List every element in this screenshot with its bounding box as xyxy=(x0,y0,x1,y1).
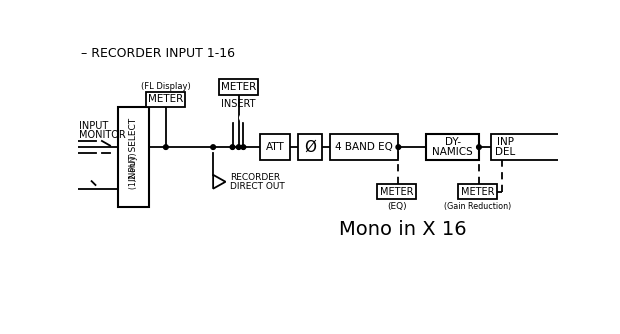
Text: METER: METER xyxy=(148,95,184,104)
Text: – RECORDER INPUT 1-16: – RECORDER INPUT 1-16 xyxy=(81,47,236,60)
Text: (EQ): (EQ) xyxy=(387,202,407,211)
Circle shape xyxy=(477,145,481,149)
Text: ATT: ATT xyxy=(266,142,285,152)
Text: Ø: Ø xyxy=(304,140,316,155)
Circle shape xyxy=(236,145,241,149)
Text: INPUT: INPUT xyxy=(79,121,108,131)
Text: NAMICS: NAMICS xyxy=(432,147,473,157)
Bar xyxy=(298,134,322,160)
Text: INSERT: INSERT xyxy=(221,99,255,109)
Circle shape xyxy=(97,151,102,156)
Text: (FL Display): (FL Display) xyxy=(141,82,191,91)
Bar xyxy=(458,184,497,199)
Text: (1,2 only): (1,2 only) xyxy=(129,153,138,189)
Circle shape xyxy=(240,114,247,121)
Bar xyxy=(146,92,185,107)
Text: Mono in X 16: Mono in X 16 xyxy=(339,220,467,239)
Bar xyxy=(378,184,416,199)
Text: METER: METER xyxy=(461,187,494,197)
Text: INPUT SELECT: INPUT SELECT xyxy=(129,118,138,181)
Text: DEL: DEL xyxy=(495,147,515,157)
Text: DY-: DY- xyxy=(445,138,461,148)
Circle shape xyxy=(211,145,216,149)
Bar xyxy=(118,107,149,207)
Circle shape xyxy=(396,145,401,149)
Circle shape xyxy=(164,145,168,149)
Text: DIRECT OUT: DIRECT OUT xyxy=(230,182,285,191)
Bar xyxy=(330,134,398,160)
Circle shape xyxy=(229,114,236,121)
Circle shape xyxy=(97,138,102,144)
Bar xyxy=(427,134,479,160)
Text: METER: METER xyxy=(221,82,256,92)
Circle shape xyxy=(241,145,246,149)
Bar xyxy=(219,79,258,95)
Text: MONITOR: MONITOR xyxy=(79,130,126,140)
Text: METER: METER xyxy=(380,187,414,197)
Circle shape xyxy=(230,145,235,149)
Circle shape xyxy=(84,173,93,182)
Text: (Gain Reduction): (Gain Reduction) xyxy=(444,202,511,211)
Text: 4 BAND EQ: 4 BAND EQ xyxy=(335,142,393,152)
Text: RECORDER: RECORDER xyxy=(230,173,280,182)
Bar xyxy=(491,134,561,160)
Bar xyxy=(260,134,290,160)
Text: INP: INP xyxy=(497,138,514,148)
